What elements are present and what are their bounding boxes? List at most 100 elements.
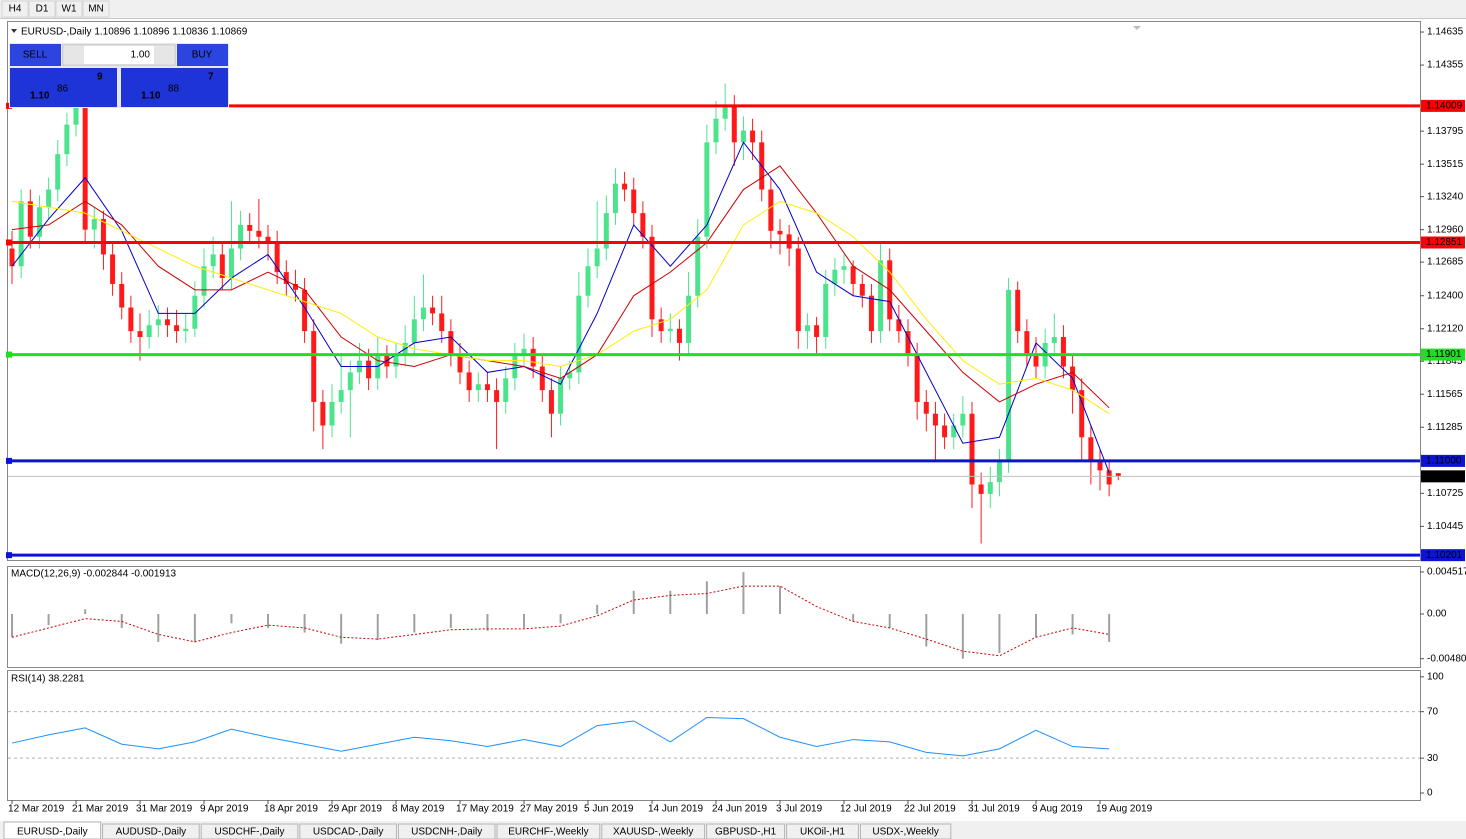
- candle-body: [210, 254, 216, 267]
- sell-button[interactable]: [10, 44, 61, 66]
- symbol-tab[interactable]: [706, 823, 786, 839]
- timeframe-label[interactable]: W1: [62, 4, 77, 15]
- x-tick-label: 31 Mar 2019: [136, 804, 193, 815]
- candle-body: [631, 189, 637, 214]
- volume-value[interactable]: 1.00: [131, 50, 151, 61]
- timeframe-label[interactable]: D1: [36, 4, 49, 15]
- y-tick-label: 1.11285: [1427, 422, 1463, 433]
- symbol-tab-label[interactable]: GBPUSD-,H1: [715, 827, 777, 838]
- x-tick-label: 12 Jul 2019: [840, 804, 892, 815]
- price-pips[interactable]: 86: [57, 84, 69, 95]
- level-price-box: [1421, 236, 1465, 249]
- timeframe-label[interactable]: H4: [9, 4, 22, 15]
- candle-body: [594, 248, 600, 267]
- candle-body: [585, 266, 591, 296]
- symbol-tab-label[interactable]: EURCHF-,Weekly: [508, 827, 588, 838]
- candle-body: [439, 313, 445, 332]
- candle-body: [100, 219, 106, 255]
- x-tick-label: 12 Mar 2019: [8, 804, 65, 815]
- candle-body: [1033, 354, 1039, 367]
- candle-body: [64, 124, 70, 155]
- candle-body: [192, 295, 198, 329]
- candle-body: [1079, 390, 1085, 438]
- volume-field[interactable]: [62, 44, 176, 66]
- price-big-figure[interactable]: 1.10: [30, 91, 50, 102]
- timeframe-button[interactable]: [55, 0, 83, 18]
- symbol-tab-label[interactable]: AUDUSD-,Daily: [116, 827, 187, 838]
- price-big-figure[interactable]: 1.10: [141, 91, 161, 102]
- candle-body: [82, 106, 88, 230]
- price-box[interactable]: [10, 68, 117, 107]
- price-fraction[interactable]: 9: [97, 72, 103, 83]
- symbol-tab-label[interactable]: USDCHF-,Daily: [215, 827, 285, 838]
- candle-body: [969, 413, 975, 485]
- price-box[interactable]: [121, 68, 228, 107]
- rsi-panel: [7, 670, 1421, 801]
- y-tick-label: 70: [1427, 706, 1439, 717]
- symbol-tab-label[interactable]: USDX-,Weekly: [872, 827, 939, 838]
- candle-body: [91, 219, 97, 230]
- candle-body: [110, 254, 116, 284]
- symbol-tab[interactable]: [102, 823, 200, 839]
- candle-body: [503, 378, 509, 402]
- symbol-tab[interactable]: [601, 823, 706, 839]
- x-tick-label: 8 May 2019: [392, 804, 445, 815]
- price-pips[interactable]: 88: [168, 84, 180, 95]
- candle-body: [366, 360, 372, 379]
- symbol-tab[interactable]: [786, 823, 859, 839]
- macd-signal: [11, 585, 1110, 657]
- candle-body: [987, 482, 993, 494]
- symbol-tab-label[interactable]: UKOil-,H1: [800, 827, 845, 838]
- x-tick-label: 21 Mar 2019: [72, 804, 129, 815]
- candle-body: [219, 254, 225, 279]
- candle-body: [320, 401, 326, 426]
- symbol-tab[interactable]: [397, 823, 496, 839]
- candle-body: [137, 331, 143, 338]
- symbol-tab[interactable]: [200, 823, 299, 839]
- rsi-line: [11, 716, 1110, 757]
- candle-body: [576, 295, 582, 373]
- candle-body: [256, 230, 262, 237]
- symbol-tab[interactable]: [859, 823, 952, 839]
- buy-label[interactable]: BUY: [192, 50, 213, 61]
- candle-body: [155, 319, 161, 326]
- volume-down[interactable]: [64, 46, 84, 64]
- candle-body: [814, 325, 820, 338]
- candle-body: [9, 248, 15, 267]
- symbol-tab[interactable]: [3, 821, 102, 839]
- symbol-tab[interactable]: [299, 823, 397, 839]
- symbol-tab[interactable]: [496, 823, 601, 839]
- y-tick-label: -0.004806: [1427, 653, 1466, 664]
- candle-body: [1088, 437, 1094, 461]
- candle-body: [247, 224, 253, 231]
- price-fraction[interactable]: 7: [208, 72, 214, 83]
- current-price-label: 1.10869: [1426, 471, 1463, 482]
- main-panel: [7, 21, 1421, 561]
- symbol-tab-label[interactable]: USDCNH-,Daily: [411, 827, 482, 838]
- candle-body: [119, 283, 125, 308]
- candle-body: [704, 142, 710, 237]
- y-tick-label: 0: [1427, 788, 1433, 799]
- sell-label[interactable]: SELL: [23, 50, 48, 61]
- candle-body: [978, 484, 984, 494]
- candle-body: [46, 189, 52, 208]
- symbol-tab-label[interactable]: USDCAD-,Daily: [313, 827, 384, 838]
- y-tick-label: 1.12960: [1427, 224, 1464, 235]
- symbol-tab-label[interactable]: EURUSD-,Daily: [17, 827, 88, 838]
- moving-average: [11, 141, 1110, 473]
- candle-body: [667, 328, 673, 332]
- timeframe-button[interactable]: [1, 0, 29, 18]
- candle-body: [923, 401, 929, 414]
- buy-button[interactable]: [177, 44, 228, 66]
- timeframe-button[interactable]: [82, 0, 110, 18]
- symbol-tab-label[interactable]: XAUUSD-,Weekly: [613, 827, 693, 838]
- volume-up[interactable]: [154, 46, 174, 64]
- timeframe-label[interactable]: MN: [88, 4, 104, 15]
- candle-body: [640, 213, 646, 237]
- candle-body: [676, 328, 682, 343]
- candle-body: [896, 319, 902, 332]
- candle-body: [1106, 470, 1112, 485]
- candle-body: [1015, 289, 1021, 332]
- timeframe-button[interactable]: [28, 0, 56, 18]
